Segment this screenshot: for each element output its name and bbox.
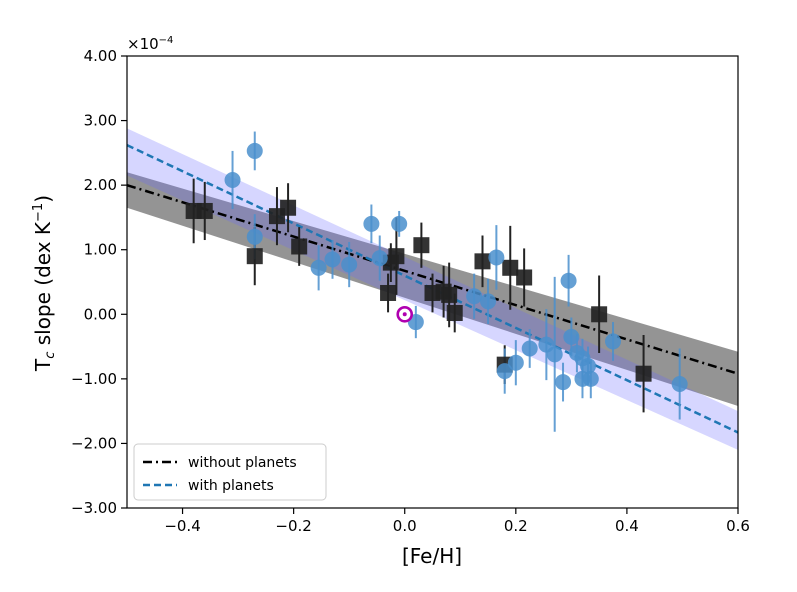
sun-marker [396, 305, 414, 323]
x-tick-label-3: 0.2 [504, 517, 528, 535]
point-with-planets-11 [480, 293, 497, 310]
legend: without planets with planets [133, 443, 327, 501]
fit-line-without-planets [127, 183, 738, 375]
x-axis-ticks: −0.4 −0.2 0.0 0.2 0.4 0.6 [164, 508, 750, 535]
point-with-planets-25 [582, 370, 599, 387]
point-without-planets-19 [635, 365, 652, 382]
point-with-planets-4 [324, 251, 341, 268]
point-with-planets-0 [224, 171, 241, 188]
legend-label-with-planets: with planets [188, 478, 274, 494]
point-with-planets-14 [507, 354, 524, 371]
point-without-planets-8 [388, 248, 405, 265]
y-tick-label-7: 4.00 [84, 47, 117, 65]
data-markers [185, 142, 688, 393]
x-tick-label-2: 0.0 [393, 517, 417, 535]
point-without-planets-13 [446, 304, 463, 321]
legend-box [133, 443, 327, 501]
fit-line-with-planets [127, 143, 738, 434]
legend-label-without-planets: without planets [188, 455, 297, 471]
y-axis-ticks: −3.00 −2.00 −1.00 0.00 1.00 2.00 3.00 4.00 [71, 47, 127, 517]
point-with-planets-24 [580, 357, 597, 374]
x-tick-label-4: 0.4 [615, 517, 639, 535]
x-axis-label: [Fe/H] [402, 544, 462, 568]
y-tick-label-6: 3.00 [84, 112, 117, 130]
point-with-planets-10 [466, 288, 483, 305]
point-without-planets-2 [246, 248, 263, 265]
y-tick-label-3: 0.00 [84, 305, 117, 323]
point-without-planets-9 [413, 237, 430, 254]
point-with-planets-1 [246, 142, 263, 159]
point-with-planets-19 [560, 272, 577, 289]
point-without-planets-4 [280, 199, 297, 216]
point-with-planets-7 [371, 250, 388, 267]
point-with-planets-15 [521, 340, 538, 357]
point-without-planets-14 [474, 253, 491, 270]
point-with-planets-8 [391, 215, 408, 232]
point-with-planets-26 [605, 333, 622, 350]
y-tick-label-1: −2.00 [71, 434, 117, 452]
x-tick-label-1: −0.2 [275, 517, 311, 535]
y-tick-label-4: 1.00 [84, 241, 117, 259]
x-tick-label-5: 0.6 [726, 517, 750, 535]
y-axis-label: Tc slope (dex K−1) [31, 195, 58, 372]
point-with-planets-13 [496, 363, 513, 380]
plot-frame [126, 55, 739, 509]
point-without-planets-17 [516, 269, 533, 286]
point-without-planets-1 [196, 202, 213, 219]
y-offset-text: ×10−4 [127, 35, 173, 53]
fit-lines [127, 143, 738, 434]
x-tick-label-0: −0.4 [164, 517, 200, 535]
y-tick-label-0: −3.00 [71, 499, 117, 517]
point-with-planets-27 [671, 376, 688, 393]
point-with-planets-6 [363, 215, 380, 232]
point-without-planets-18 [591, 306, 608, 323]
point-with-planets-3 [310, 259, 327, 276]
point-with-planets-2 [246, 228, 263, 245]
point-without-planets-16 [502, 259, 519, 276]
point-without-planets-6 [380, 284, 397, 301]
point-with-planets-20 [563, 328, 580, 345]
point-with-planets-5 [341, 256, 358, 273]
point-with-planets-12 [488, 249, 505, 266]
point-with-planets-17 [546, 346, 563, 363]
point-with-planets-18 [555, 374, 572, 391]
point-without-planets-5 [291, 238, 308, 255]
y-tick-label-2: −1.00 [71, 370, 117, 388]
point-without-planets-12 [441, 286, 458, 303]
sun-marker-dot [402, 312, 407, 317]
y-tick-label-5: 2.00 [84, 176, 117, 194]
